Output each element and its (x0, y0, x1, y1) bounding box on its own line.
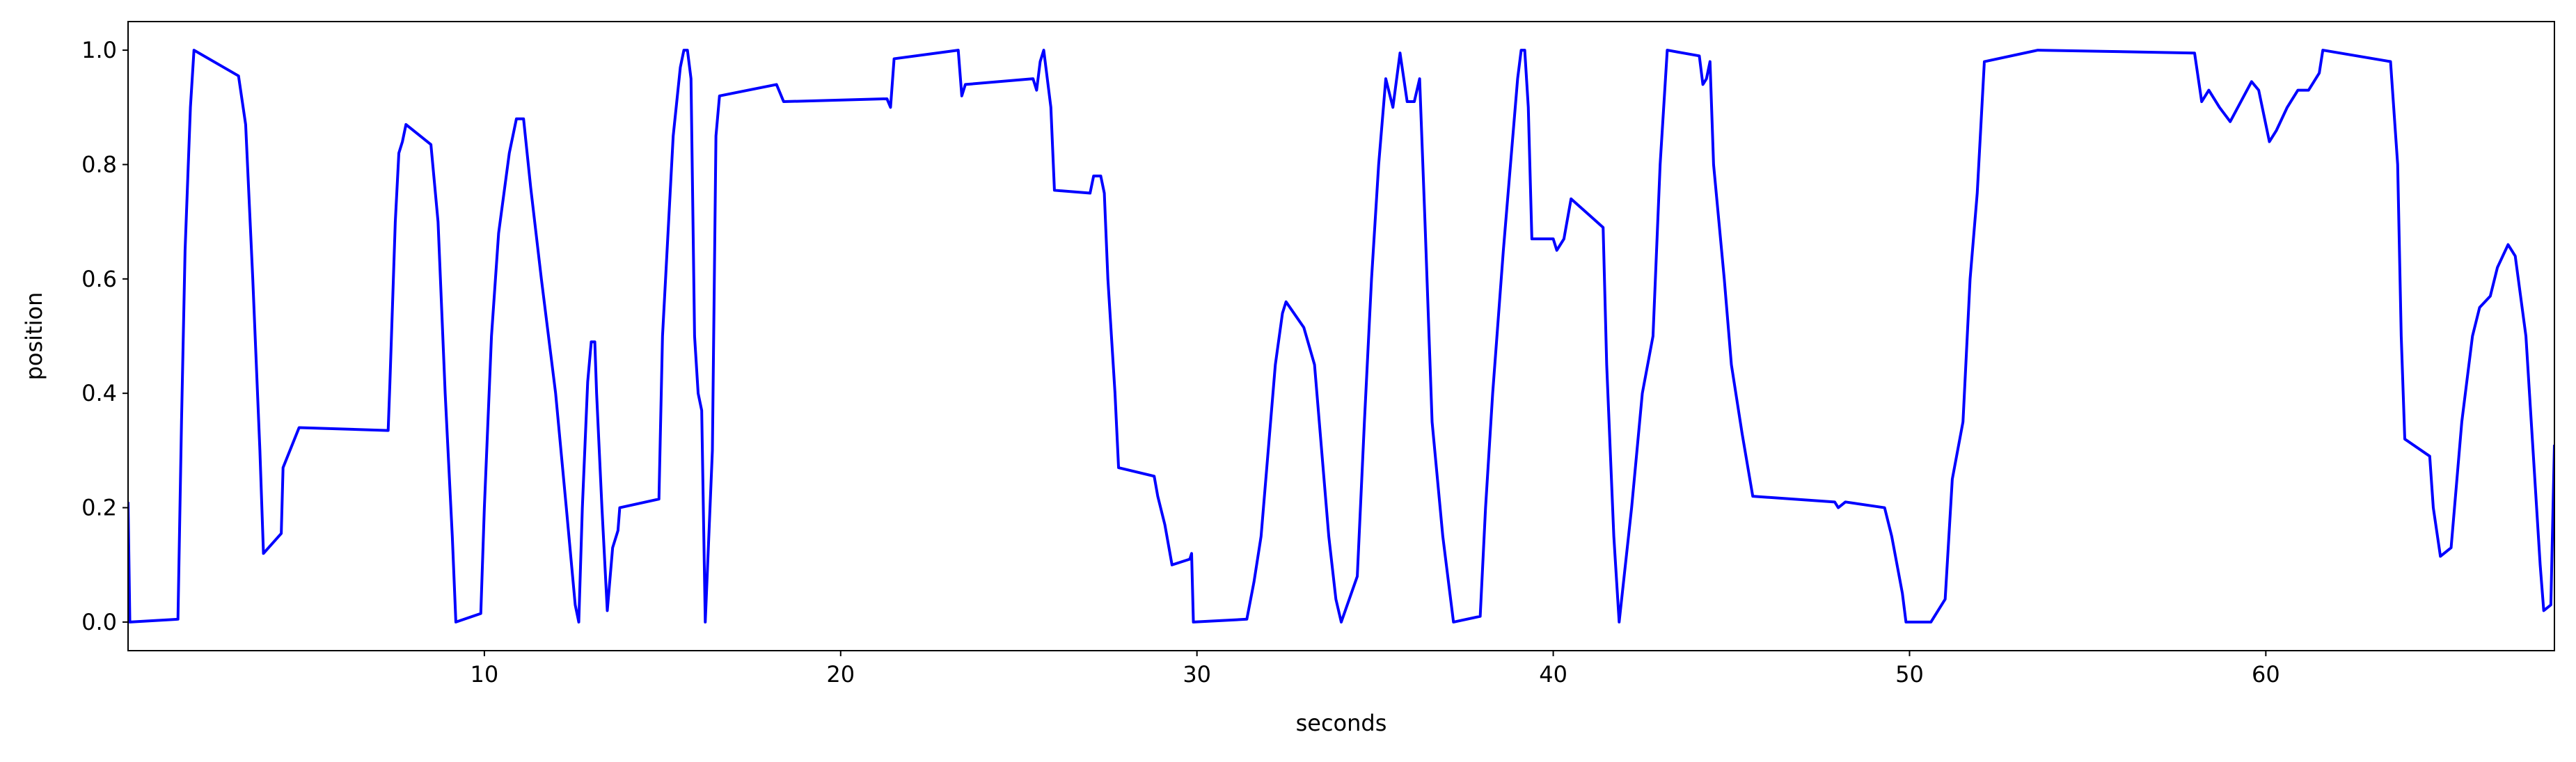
data-line (128, 49, 2554, 624)
plot-frame (127, 21, 2555, 651)
y-tick-label: 0.4 (81, 380, 117, 406)
x-axis-label: seconds (1296, 710, 1387, 736)
x-tick-label: 50 (1895, 661, 1924, 688)
y-axis-label: position (21, 292, 47, 381)
x-tick-label: 40 (1539, 661, 1567, 688)
x-tick-label: 60 (2252, 661, 2280, 688)
y-tick-label: 0.2 (81, 495, 117, 521)
x-tick-label: 30 (1183, 661, 1211, 688)
y-tick-label: 0.0 (81, 609, 117, 635)
x-tick-label: 10 (471, 661, 499, 688)
y-tick-label: 0.8 (81, 151, 117, 177)
x-tick-label: 20 (826, 661, 855, 688)
y-tick-label: 1.0 (81, 37, 117, 63)
y-tick-label: 0.6 (81, 266, 117, 292)
